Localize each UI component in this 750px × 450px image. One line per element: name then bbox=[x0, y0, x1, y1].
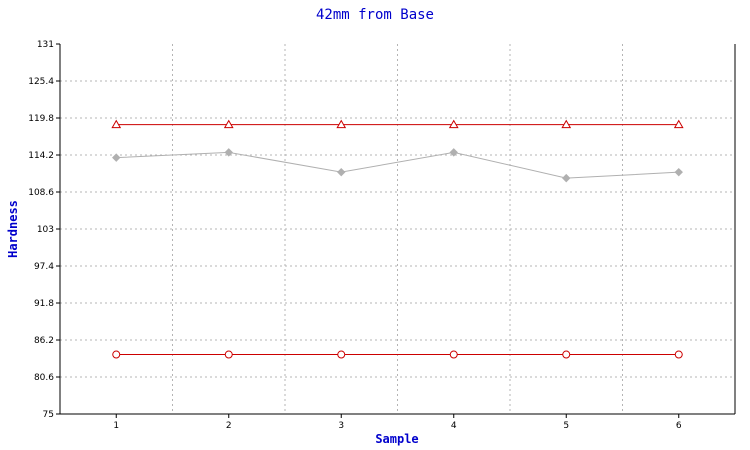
data-point-diamond bbox=[112, 153, 121, 162]
data-point-triangle bbox=[448, 119, 459, 129]
y-tick-label: 131 bbox=[37, 40, 54, 50]
y-tick-label: 103 bbox=[37, 225, 54, 235]
grid bbox=[60, 44, 735, 414]
series-line-2 bbox=[116, 151, 679, 179]
y-tick-label: 97.4 bbox=[34, 262, 54, 272]
data-point-circle bbox=[449, 350, 458, 359]
data-point-circle bbox=[112, 350, 121, 359]
y-tick-label: 86.2 bbox=[34, 336, 54, 346]
y-tick-label: 75 bbox=[43, 410, 54, 420]
series-group bbox=[111, 119, 684, 359]
x-tick-label: 3 bbox=[338, 421, 344, 431]
data-point-diamond bbox=[449, 148, 458, 157]
data-point-diamond bbox=[562, 173, 571, 183]
y-tick-label: 108.6 bbox=[28, 188, 54, 198]
x-tick-label: 2 bbox=[226, 421, 232, 431]
data-point-circle bbox=[337, 350, 346, 359]
y-tick-label: 80.6 bbox=[34, 373, 54, 383]
x-tick-label: 1 bbox=[113, 421, 119, 431]
data-point-triangle bbox=[223, 119, 234, 129]
data-point-circle bbox=[562, 350, 571, 359]
x-axis-label: Sample bbox=[375, 432, 418, 446]
data-point-diamond bbox=[224, 148, 233, 157]
x-tick-label: 5 bbox=[563, 421, 569, 431]
data-point-triangle bbox=[673, 119, 684, 129]
chart-title: 42mm from Base bbox=[316, 7, 434, 23]
x-tick-label: 4 bbox=[451, 421, 457, 431]
y-tick-label: 119.8 bbox=[28, 114, 54, 124]
data-point-triangle bbox=[336, 119, 347, 129]
y-tick-label: 91.8 bbox=[34, 299, 54, 309]
y-tick-label: 114.2 bbox=[28, 151, 54, 161]
x-tick-label: 6 bbox=[676, 421, 682, 431]
y-axis-label: Hardness bbox=[6, 200, 20, 258]
data-point-circle bbox=[674, 350, 683, 359]
data-point-triangle bbox=[561, 119, 572, 129]
data-point-triangle bbox=[111, 119, 122, 129]
data-point-diamond bbox=[674, 167, 683, 177]
data-point-diamond bbox=[337, 167, 346, 177]
data-point-circle bbox=[224, 350, 233, 359]
y-tick-label: 125.4 bbox=[28, 77, 54, 87]
ticks: 75 80.6 86.2 91.8 97.4 103 108.6 114.2 119.8 125.… bbox=[28, 40, 682, 431]
